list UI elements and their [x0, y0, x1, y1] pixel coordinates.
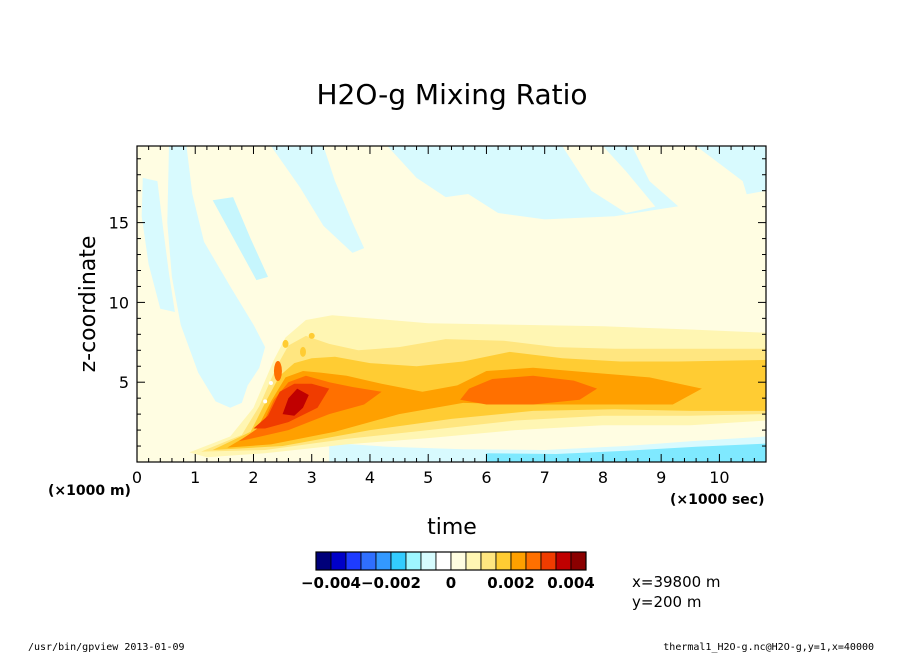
- colorbar-swatch: [360, 551, 377, 571]
- colorbar-swatch: [435, 551, 452, 571]
- field-band: [562, 146, 656, 213]
- field-band: [480, 146, 557, 202]
- x-tick-label: 5: [423, 468, 433, 487]
- x-tick-label: 7: [540, 468, 550, 487]
- field-band: [387, 146, 469, 198]
- field-band: [632, 146, 755, 226]
- chart-title: H2O-g Mixing Ratio: [316, 78, 587, 111]
- x-axis: 0 1 2 3 4 5 6 7 8 9 10: [132, 146, 767, 487]
- colorbar-frame: [315, 551, 587, 571]
- field-orange-3: [460, 375, 598, 405]
- colorbar-labels: −0.004 −0.002 0 0.002 0.004: [301, 574, 595, 592]
- colorbar-swatch: [420, 551, 437, 571]
- y-multiplier: (×1000 m): [48, 483, 131, 499]
- colorbar-label: −0.004: [301, 574, 361, 592]
- colorbar-label: 0.004: [547, 574, 594, 592]
- x-tick-label: 0: [132, 468, 142, 487]
- x-tick-label: 4: [365, 468, 375, 487]
- footer-left: /usr/bin/gpview 2013-01-09: [28, 642, 185, 653]
- colorbar-swatch: [405, 551, 422, 571]
- x-tick-label: 10: [709, 468, 729, 487]
- field-plume-top: [299, 346, 306, 357]
- x-tick-label: 8: [598, 468, 608, 487]
- colorbar-swatch: [315, 551, 332, 571]
- field-plume-top: [273, 361, 282, 382]
- colorbar-swatch: [570, 551, 587, 571]
- x-tick-label: 3: [307, 468, 317, 487]
- colorbar-swatch: [465, 551, 482, 571]
- field-surface: [486, 443, 766, 462]
- x-multiplier: (×1000 sec): [670, 492, 765, 508]
- y-tick-label: 10: [109, 293, 129, 312]
- colorbar-label: 0.002: [487, 574, 534, 592]
- field-plume: [212, 197, 268, 281]
- colorbar-swatch: [480, 551, 497, 571]
- colorbar-label: 0: [446, 574, 456, 592]
- colorbar-swatch: [375, 551, 392, 571]
- field-spot: [263, 399, 268, 404]
- x-tick-label: 6: [481, 468, 491, 487]
- footer-right: thermal1_H2O-g.nc@H2O-g,y=1,x=40000: [663, 642, 874, 653]
- field-spot: [268, 381, 273, 385]
- field-plume: [167, 146, 266, 408]
- x-axis-title: time: [427, 515, 477, 540]
- y-axis: 5 10 15: [109, 158, 766, 463]
- colorbar: [315, 551, 587, 571]
- field-plume-top: [308, 332, 315, 339]
- x-tick-label: 9: [656, 468, 666, 487]
- colorbar-swatch: [345, 551, 362, 571]
- y-tick-label: 15: [109, 214, 129, 233]
- colorbar-swatch: [510, 551, 527, 571]
- slice-info-x: x=39800 m: [632, 573, 721, 591]
- y-axis-title: z-coordinate: [76, 236, 101, 373]
- colorbar-swatch: [495, 551, 512, 571]
- field-plume-top: [282, 339, 289, 348]
- y-tick-label: 5: [119, 373, 129, 392]
- field-plume: [141, 177, 175, 312]
- contour-field: [137, 146, 766, 462]
- x-tick-label: 2: [248, 468, 258, 487]
- slice-info-y: y=200 m: [632, 593, 701, 611]
- colorbar-swatch: [330, 551, 347, 571]
- colorbar-label: −0.002: [361, 574, 421, 592]
- field-red-2: [282, 388, 309, 416]
- colorbar-swatch: [525, 551, 542, 571]
- colorbar-swatch: [390, 551, 407, 571]
- colorbar-swatch: [555, 551, 572, 571]
- x-tick-label: 1: [190, 468, 200, 487]
- colorbar-swatch: [540, 551, 557, 571]
- colorbar-swatch: [450, 551, 467, 571]
- field-band: [271, 146, 365, 253]
